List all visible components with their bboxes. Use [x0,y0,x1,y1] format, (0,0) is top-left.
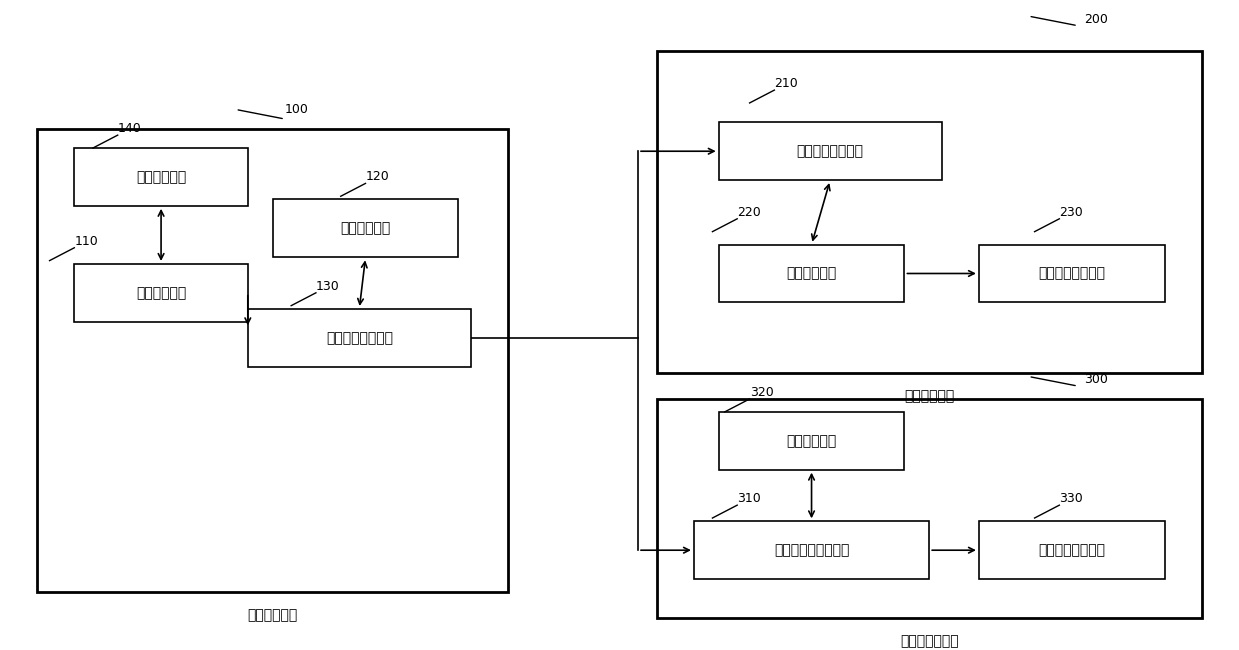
Text: 210: 210 [774,77,798,90]
FancyBboxPatch shape [37,129,508,592]
Text: 采集状态检测单元: 采集状态检测单元 [1038,266,1105,281]
Text: 220: 220 [737,206,761,219]
Text: 330: 330 [1059,492,1083,505]
FancyBboxPatch shape [657,399,1202,618]
Text: 100: 100 [285,103,309,116]
FancyBboxPatch shape [273,200,458,257]
FancyBboxPatch shape [694,521,929,579]
Text: 中央控制接口单元: 中央控制接口单元 [326,331,393,345]
Text: 130: 130 [316,280,339,292]
Text: 分布式控温接口单元: 分布式控温接口单元 [774,543,849,557]
FancyBboxPatch shape [979,521,1165,579]
Text: 控温状态检测单元: 控温状态检测单元 [1038,543,1105,557]
FancyBboxPatch shape [719,122,942,180]
Text: 温度采集单元: 温度采集单元 [904,389,954,403]
Text: 110: 110 [74,235,98,248]
Text: 300: 300 [1084,373,1108,386]
Text: 电源控制单元: 电源控制单元 [787,434,836,448]
FancyBboxPatch shape [657,51,1202,373]
Text: 中央控制单元: 中央控制单元 [248,608,297,622]
Text: 数据采集单元: 数据采集单元 [787,266,836,281]
Text: 分布式控温单元: 分布式控温单元 [900,634,959,648]
Text: 140: 140 [118,122,141,135]
Text: 120: 120 [366,170,389,183]
Text: 310: 310 [737,492,761,505]
FancyBboxPatch shape [719,244,904,302]
Text: 人机交互单元: 人机交互单元 [136,286,186,300]
Text: 数据存储单元: 数据存储单元 [136,170,186,184]
FancyBboxPatch shape [719,412,904,470]
Text: 状态监控单元: 状态监控单元 [341,222,390,235]
FancyBboxPatch shape [248,309,471,367]
Text: 温度采集接口单元: 温度采集接口单元 [797,144,864,158]
Text: 320: 320 [750,386,773,399]
Text: 230: 230 [1059,206,1083,219]
FancyBboxPatch shape [74,148,248,206]
FancyBboxPatch shape [74,264,248,322]
FancyBboxPatch shape [979,244,1165,302]
Text: 200: 200 [1084,12,1108,25]
